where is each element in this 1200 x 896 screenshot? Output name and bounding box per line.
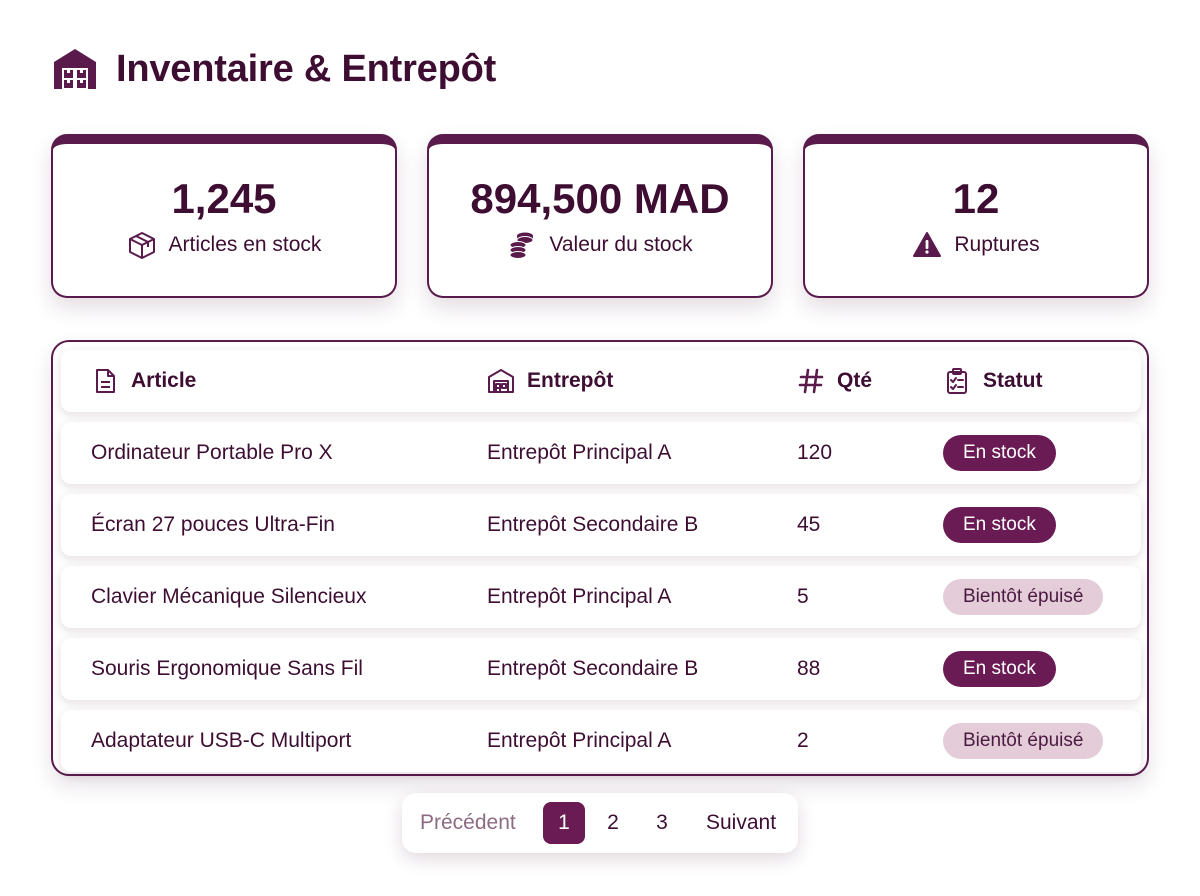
package-icon (127, 230, 157, 260)
stat-value: 1,245 (171, 175, 277, 222)
warehouse-cell: Entrepôt Principal A (487, 585, 672, 608)
table-row[interactable]: Souris Ergonomique Sans Fil Entrepôt Sec… (61, 638, 1141, 700)
stat-label: Articles en stock (168, 233, 322, 256)
column-header-article[interactable]: Article (91, 350, 196, 412)
hash-icon (797, 367, 825, 395)
qty-cell: 2 (797, 729, 809, 752)
page-title: Inventaire & Entrepôt (116, 47, 497, 90)
pagination: Précédent 1 2 3 Suivant (402, 793, 798, 853)
stat-card-articles: 1,245 Articles en stock (51, 134, 397, 298)
status-badge: En stock (943, 507, 1056, 543)
status-badge: En stock (943, 651, 1056, 687)
warehouse-icon (52, 46, 98, 92)
table-row[interactable]: Clavier Mécanique Silencieux Entrepôt Pr… (61, 566, 1141, 628)
status-badge: En stock (943, 435, 1056, 471)
next-page-button[interactable]: Suivant (706, 811, 777, 834)
page-1-button[interactable]: 1 (543, 802, 585, 844)
inventory-table: Article Entrepôt Qté (51, 340, 1149, 776)
stat-label: Ruptures (954, 233, 1040, 256)
warning-icon (912, 230, 942, 260)
article-cell: Souris Ergonomique Sans Fil (91, 657, 363, 680)
page-3-button[interactable]: 3 (656, 811, 668, 834)
stat-value: 12 (952, 175, 1000, 222)
column-header-qte[interactable]: Qté (797, 350, 872, 412)
qty-cell: 120 (797, 441, 833, 464)
prev-page-button[interactable]: Précédent (420, 811, 516, 834)
table-row[interactable]: Ordinateur Portable Pro X Entrepôt Princ… (61, 422, 1141, 484)
column-label: Qté (837, 369, 873, 392)
stat-value: 894,500 MAD (470, 175, 730, 222)
table-header: Article Entrepôt Qté (61, 350, 1141, 412)
clipboard-icon (943, 367, 971, 395)
table-row[interactable]: Écran 27 pouces Ultra-Fin Entrepôt Secon… (61, 494, 1141, 556)
warehouse-cell: Entrepôt Secondaire B (487, 513, 699, 536)
column-header-entrepot[interactable]: Entrepôt (487, 350, 613, 412)
stats-row: 1,245 Articles en stock 894,500 MAD (51, 134, 1149, 298)
column-header-statut[interactable]: Statut (943, 350, 1043, 412)
column-label: Statut (983, 369, 1043, 392)
document-icon (91, 367, 119, 395)
column-label: Article (131, 369, 197, 392)
article-cell: Adaptateur USB-C Multiport (91, 729, 352, 752)
warehouse-cell: Entrepôt Principal A (487, 729, 672, 752)
column-label: Entrepôt (527, 369, 614, 392)
warehouse-icon (487, 367, 515, 395)
page-header: Inventaire & Entrepôt (52, 44, 496, 94)
qty-cell: 88 (797, 657, 821, 680)
page-2-button[interactable]: 2 (607, 811, 619, 834)
table-row[interactable]: Adaptateur USB-C Multiport Entrepôt Prin… (61, 710, 1141, 772)
stat-card-value: 894,500 MAD Valeur du stock (427, 134, 773, 298)
article-cell: Écran 27 pouces Ultra-Fin (91, 513, 335, 536)
coins-icon (507, 230, 537, 260)
article-cell: Ordinateur Portable Pro X (91, 441, 333, 464)
qty-cell: 5 (797, 585, 809, 608)
warehouse-cell: Entrepôt Secondaire B (487, 657, 699, 680)
warehouse-cell: Entrepôt Principal A (487, 441, 672, 464)
qty-cell: 45 (797, 513, 821, 536)
stat-card-ruptures: 12 Ruptures (803, 134, 1149, 298)
article-cell: Clavier Mécanique Silencieux (91, 585, 367, 608)
status-badge: Bientôt épuisé (943, 579, 1104, 615)
status-badge: Bientôt épuisé (943, 723, 1104, 759)
stat-label: Valeur du stock (549, 233, 693, 256)
